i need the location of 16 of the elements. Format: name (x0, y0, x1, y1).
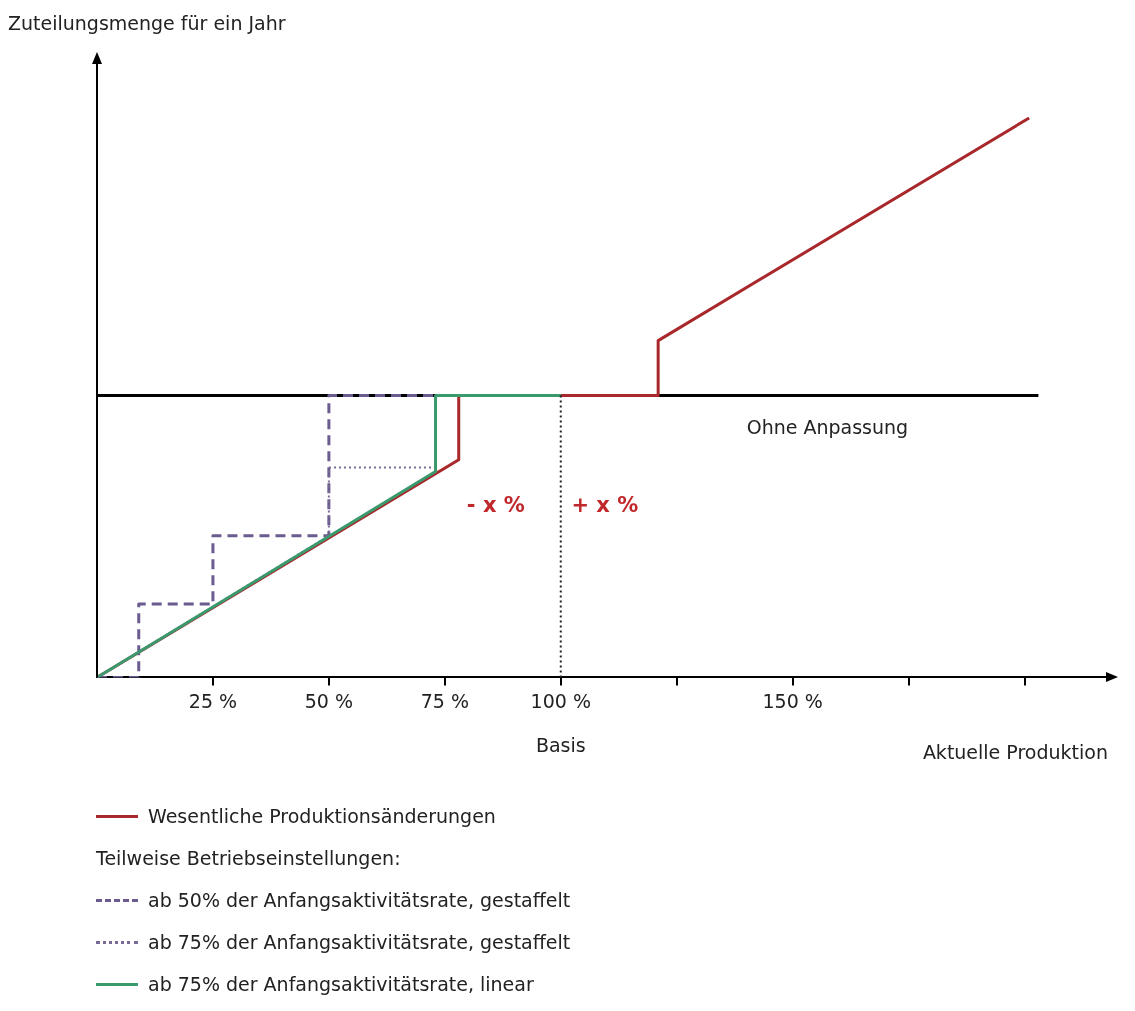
ref-line-label: Ohne Anpassung (746, 415, 909, 438)
x-tick-label: 25 % (188, 689, 238, 712)
text: Basis (535, 734, 586, 757)
annotation: + x % (571, 492, 639, 517)
x-tick-label: 50 % (304, 689, 354, 712)
x-axis-title: Aktuelle Produktion (922, 740, 1108, 763)
x-tick-label: 150 % (762, 689, 823, 712)
y-axis-title: Zuteilungsmenge für ein Jahr (8, 12, 286, 34)
x-tick-label: 100 % (530, 689, 591, 712)
legend-label: Wesentliche Produktionsänderungen (147, 804, 497, 829)
legend-title: Teilweise Betriebseinstellungen: (96, 846, 402, 871)
legend-label: ab 75% der Anfangsaktivitätsrate, gestaffelt (147, 930, 571, 955)
legend-label: ab 75% der Anfangsaktivitätsrate, linear (147, 972, 535, 997)
annotation: - x % (466, 492, 525, 517)
legend-label: ab 50% der Anfangsaktivitätsrate, gestaffelt (147, 888, 571, 913)
x-tick-label: 75 % (420, 689, 469, 712)
